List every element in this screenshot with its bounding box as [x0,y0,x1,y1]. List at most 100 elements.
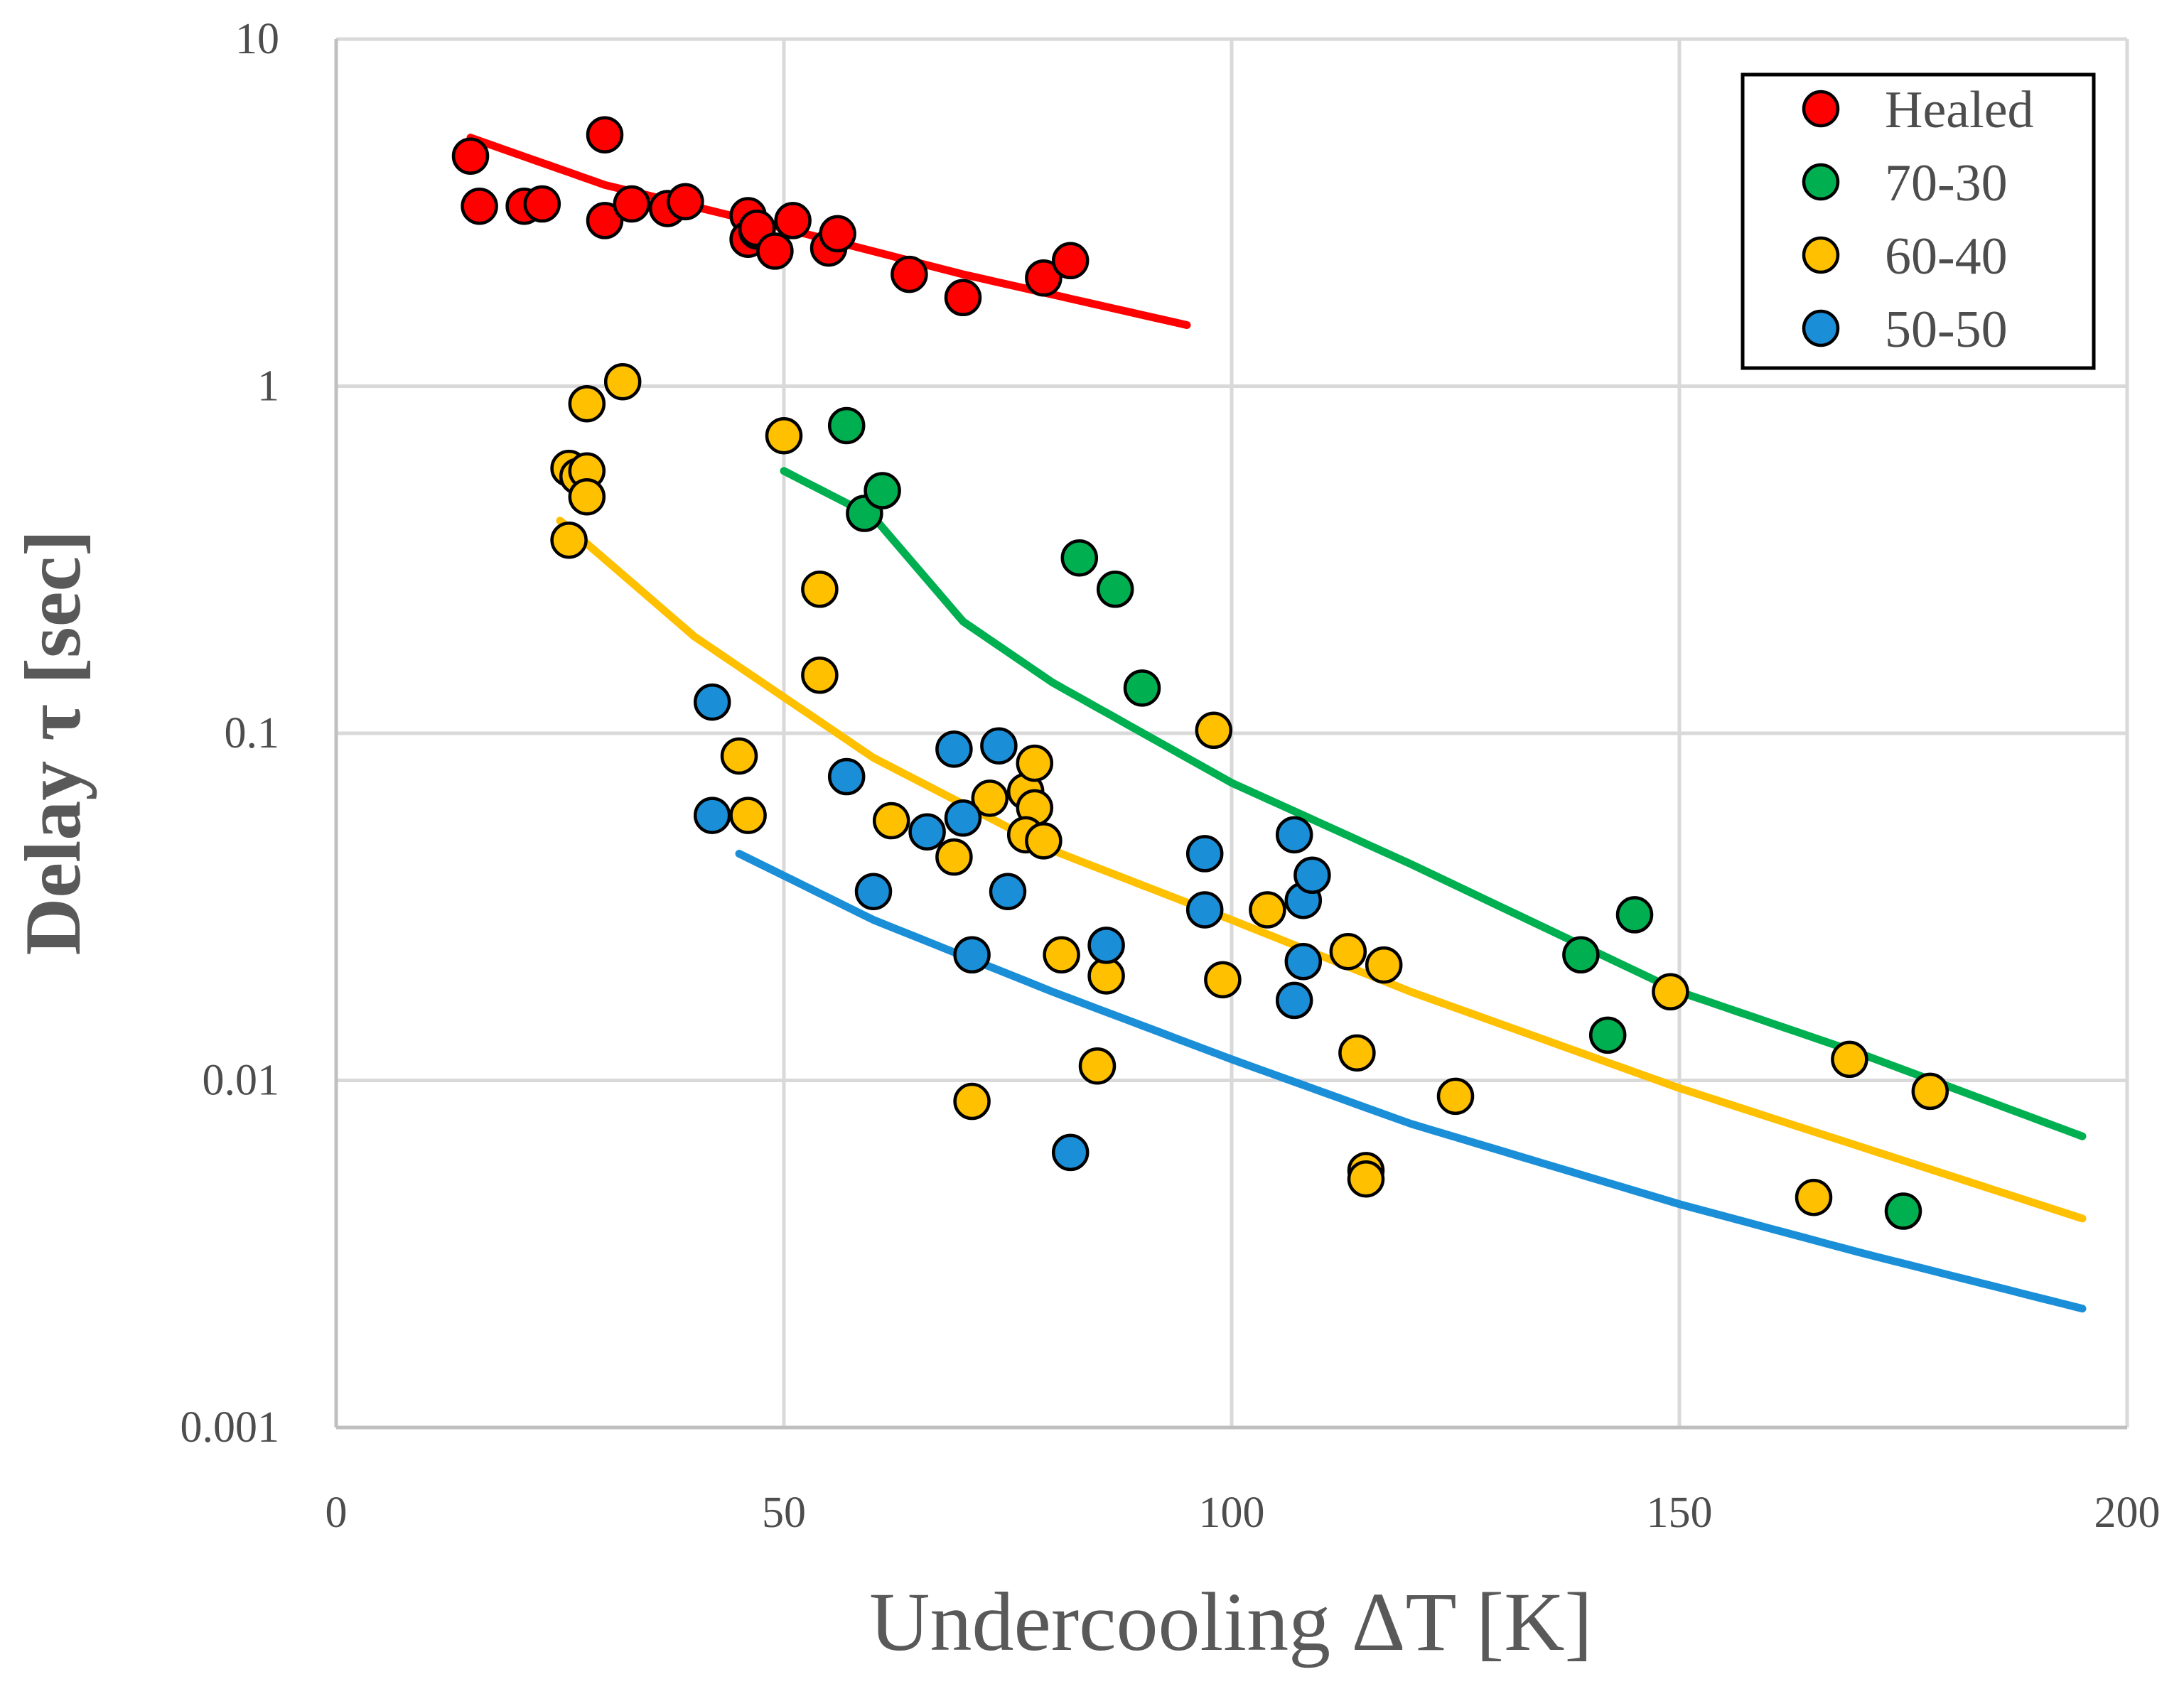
data-point-60-40 [550,521,588,559]
data-point-50-50 [693,797,731,834]
data-point-60-40 [1087,957,1125,995]
legend-label-60-40: 60-40 [1885,227,2008,286]
data-point-70-30 [1123,669,1161,707]
data-point-60-40 [568,384,606,423]
data-point-70-30 [1884,1192,1922,1230]
legend-box [1741,72,2096,370]
data-point-60-40 [971,779,1009,817]
tick-labels: 0 50 100 150 200 10 1 0.1 0.01 0.001 [181,15,2161,1537]
data-point-60-40 [1078,1047,1117,1085]
y-tick-label: 0.1 [225,709,280,757]
data-point-60-40 [568,477,606,516]
data-point-50-50 [1185,891,1224,929]
data-point-60-40 [872,801,910,840]
data-point-60-40 [1338,1034,1376,1072]
data-point-50-50 [989,873,1027,910]
data-point-healed [756,232,794,270]
data-point-60-40 [765,416,803,455]
data-point-healed [523,185,561,223]
y-axis-title: Delay τ [sec] [9,530,97,956]
data-point-70-30 [1562,936,1600,974]
data-point-60-40 [801,657,839,694]
data-point-70-30 [1096,571,1134,608]
data-point-healed [819,215,856,253]
legend-marker-healed [1802,90,1840,128]
data-point-50-50 [935,730,973,768]
x-tick-label: 150 [1647,1489,1713,1537]
data-point-60-40 [1911,1072,1949,1111]
fit-lines [466,134,2087,1313]
data-points [451,116,1949,1230]
x-tick-label: 100 [1199,1489,1265,1537]
data-point-60-40 [953,1082,991,1121]
data-point-50-50 [693,683,731,721]
data-point-60-40 [1365,946,1403,984]
data-point-60-40 [801,571,839,608]
legend-label-50-50: 50-50 [1885,301,2008,359]
data-point-60-40 [1195,711,1233,750]
data-point-50-50 [1087,927,1125,964]
data-point-70-30 [1060,539,1099,577]
y-tick-label: 0.01 [203,1057,280,1105]
legend-label-70-30: 70-30 [1885,154,2008,212]
data-point-60-40 [1347,1160,1385,1198]
legend-label-healed: Healed [1885,81,2034,139]
x-tick-label: 0 [326,1489,348,1537]
data-point-50-50 [980,727,1018,765]
data-point-60-40 [1204,961,1242,999]
data-point-50-50 [854,873,893,910]
data-point-50-50 [1185,835,1224,873]
data-point-70-30 [864,472,901,509]
data-point-60-40 [720,737,758,775]
x-tick-label: 200 [2094,1489,2161,1537]
data-point-healed [461,187,498,225]
data-point-60-40 [603,362,642,401]
data-point-50-50 [1275,981,1313,1020]
data-point-healed [586,202,624,239]
data-point-50-50 [953,936,991,974]
data-point-50-50 [1275,816,1313,854]
data-point-60-40 [1436,1077,1475,1116]
x-tick-label: 50 [762,1489,806,1537]
data-point-70-30 [1615,896,1654,934]
data-point-60-40 [935,838,973,876]
data-point-60-40 [1043,936,1080,974]
legend: Healed 70-30 60-40 50-50 [1741,72,2096,370]
fit-line-60-40 [556,517,2087,1223]
data-point-healed [891,255,928,293]
y-tick-label: 10 [235,15,279,63]
y-tick-label: 0.001 [181,1403,280,1452]
data-point-healed [667,183,704,221]
data-point-50-50 [944,799,982,837]
fit-line-70-30 [780,467,2087,1140]
data-point-70-30 [827,406,866,445]
x-axis-title: Undercooling ΔT [K] [869,1575,1592,1668]
data-point-70-30 [1588,1016,1627,1054]
data-point-60-40 [729,797,767,834]
data-point-50-50 [1051,1133,1090,1172]
legend-marker-60-40 [1802,236,1840,274]
data-point-60-40 [1249,891,1286,929]
data-point-60-40 [1016,744,1054,782]
data-point-healed [586,116,624,153]
data-point-healed [613,185,651,223]
axis-titles: Undercooling ΔT [K] Delay τ [sec] [9,530,1593,1668]
legend-marker-70-30 [1802,163,1840,201]
data-point-50-50 [1293,856,1331,895]
data-point-healed [1051,242,1090,280]
y-tick-label: 1 [257,362,279,411]
data-point-60-40 [1831,1040,1868,1079]
axes [334,39,2127,1430]
data-point-60-40 [1025,822,1063,860]
data-point-60-40 [1652,973,1689,1011]
data-point-50-50 [827,757,866,796]
data-point-60-40 [1329,932,1367,971]
data-point-60-40 [1795,1178,1833,1216]
data-point-50-50 [1284,942,1323,981]
data-point-healed [944,279,982,317]
data-point-50-50 [908,813,946,851]
data-point-healed [774,202,812,239]
data-point-healed [451,137,490,175]
